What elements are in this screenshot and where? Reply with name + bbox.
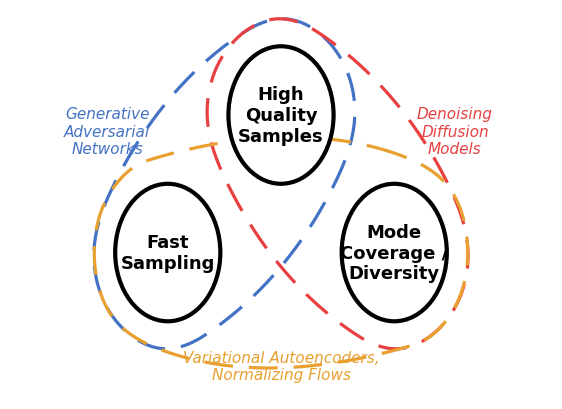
Ellipse shape bbox=[228, 47, 334, 184]
Text: Denoising
Diffusion
Models: Denoising Diffusion Models bbox=[417, 107, 493, 157]
Text: High
Quality
Samples: High Quality Samples bbox=[238, 86, 324, 146]
Ellipse shape bbox=[115, 184, 220, 321]
Ellipse shape bbox=[342, 184, 447, 321]
Text: Fast
Sampling: Fast Sampling bbox=[121, 234, 215, 272]
Text: Generative
Adversarial
Networks: Generative Adversarial Networks bbox=[64, 107, 150, 157]
Text: Mode
Coverage /
Diversity: Mode Coverage / Diversity bbox=[340, 223, 448, 283]
Text: Variational Autoencoders,
Normalizing Flows: Variational Autoencoders, Normalizing Fl… bbox=[183, 350, 379, 382]
